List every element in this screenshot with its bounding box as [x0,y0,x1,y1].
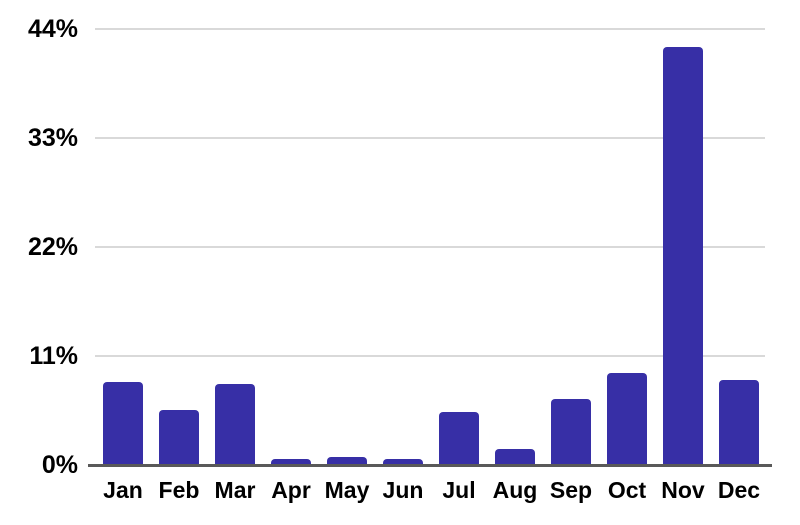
bar-Feb [159,409,199,465]
bar-Apr [271,459,311,465]
y-tick-label-33%: 33% [27,124,78,152]
x-axis-line [88,464,772,467]
bar-slot-Jun [375,29,431,465]
x-tick-label-Jul: Jul [442,477,476,503]
bar-Mar [215,383,255,465]
gridline-11% [95,355,765,357]
y-tick-label-22%: 22% [27,233,78,261]
x-tick-label-Mar: Mar [214,477,256,503]
bar-Nov [663,46,703,465]
bars-container [95,29,767,465]
x-tick-label-Oct: Oct [607,477,647,503]
x-tick-label-Jan: Jan [103,477,143,503]
gridline-22% [95,246,765,248]
gridline-33% [95,137,765,139]
y-tick-label-0%: 0% [41,451,78,479]
y-tick-label-11%: 11% [29,342,78,370]
x-tick-label-Aug: Aug [492,477,538,503]
x-axis-labels: Jan Feb Mar Apr May Jun Jul Aug Sep Oct Nov Dec [95,477,767,504]
bar-Oct [607,372,647,465]
bar-Jul [439,411,479,465]
bar-slot-Jul [431,29,487,465]
bar-Jan [103,381,143,465]
bar-Dec [719,379,759,465]
x-tick-label-Nov: Nov [661,477,705,503]
x-tick-label-Dec: Dec [717,477,761,503]
bar-slot-Sep [543,29,599,465]
bar-Jun [383,459,423,465]
bar-Aug [495,449,535,465]
bar-slot-May [319,29,375,465]
bar-slot-Aug [487,29,543,465]
x-tick-label-May: May [324,477,370,503]
y-tick-label-44%: 44% [27,15,78,43]
bar-slot-Feb [151,29,207,465]
bar-Sep [551,398,591,465]
x-tick-label-Apr: Apr [271,477,311,503]
bar-slot-Jan [95,29,151,465]
x-tick-label-Feb: Feb [158,477,200,503]
bar-slot-Dec [711,29,767,465]
bar-slot-Oct [599,29,655,465]
bar-May [327,457,367,465]
bar-slot-Apr [263,29,319,465]
bar-slot-Nov [655,29,711,465]
x-tick-label-Jun: Jun [382,477,424,503]
gridline-44% [95,28,765,30]
plot-area [95,28,767,465]
bar-slot-Mar [207,29,263,465]
x-tick-label-Sep: Sep [549,477,593,503]
